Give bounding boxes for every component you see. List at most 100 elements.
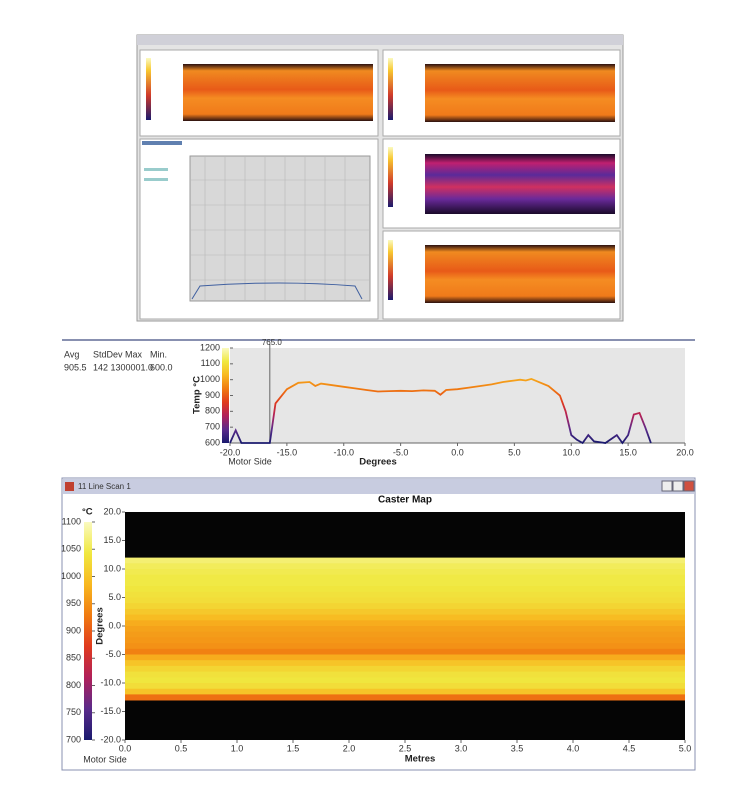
colorbar-tick-label: 1050 (61, 544, 81, 554)
heatmap-row (125, 620, 685, 627)
title-bar (63, 479, 694, 494)
y-tick-label: 20.0 (103, 506, 121, 516)
stat-header: Avg (64, 349, 79, 359)
thumb-line (191, 282, 363, 300)
heatmap-row (125, 591, 685, 598)
x-tick-label: 5.0 (508, 447, 521, 457)
x-tick-label: 10.0 (562, 447, 580, 457)
x-tick-label: 3.0 (455, 743, 468, 753)
heatmap-row (125, 688, 685, 695)
x-tick-label: 20.0 (676, 447, 694, 457)
x-tick-label: 1.0 (231, 743, 244, 753)
heatmap-row (125, 694, 685, 701)
heatmap-row (125, 626, 685, 633)
cursor-label: 765.0 (262, 338, 283, 347)
y-tick-label: 800 (205, 406, 220, 416)
heatmap-row (125, 671, 685, 678)
stat-value: 905.5 (64, 362, 87, 372)
colorbar-label: °C (82, 507, 93, 518)
y-tick-label: 1200 (200, 342, 220, 352)
x-tick-label: 2.0 (343, 743, 356, 753)
thumb-colorbar (388, 240, 393, 300)
side-label: Motor Side (83, 754, 127, 764)
x-tick-label: -10.0 (333, 447, 354, 457)
x-tick-label: 0.5 (175, 743, 188, 753)
thumbnail (136, 34, 624, 322)
side-label: Motor Side (228, 456, 272, 466)
thumb-legend (144, 168, 168, 171)
heatmap-row (125, 648, 685, 655)
thumb-tab (142, 141, 182, 145)
colorbar-tick-label: 800 (66, 680, 81, 690)
thumb-grid (190, 156, 370, 301)
colorbar-tick-label: 1100 (62, 516, 81, 526)
thumb-heatmap (183, 64, 373, 121)
thumb-toolbar (137, 35, 623, 45)
heatmap-row (125, 665, 685, 672)
thumb-heatmap (425, 154, 615, 214)
x-tick-label: 2.5 (399, 743, 412, 753)
close-button[interactable] (683, 480, 695, 492)
colorbar-tick-label: 750 (66, 707, 81, 717)
x-tick-label: -15.0 (277, 447, 298, 457)
y-tick-label: 10.0 (103, 563, 121, 573)
x-tick-label: -5.0 (393, 447, 409, 457)
y-tick-label: 600 (205, 437, 220, 447)
x-tick-label: 4.0 (567, 743, 580, 753)
x-tick-label: 0.0 (451, 447, 464, 457)
heatmap-row (125, 637, 685, 644)
maximize-button[interactable] (672, 480, 684, 492)
y-axis-label: Degrees (95, 607, 106, 645)
heatmap-row (125, 580, 685, 587)
heatmap-row (125, 557, 685, 564)
thumb-colorbar (388, 147, 393, 207)
y-axis-label: Temp °C (192, 376, 203, 414)
heatmap-row (125, 643, 685, 650)
x-axis-label: Degrees (359, 457, 397, 468)
y-tick-label: -15.0 (100, 706, 121, 716)
heatmap-row (125, 660, 685, 667)
y-tick-label: -10.0 (100, 677, 121, 687)
temperature-line (229, 377, 652, 445)
y-tick-label: 1100 (201, 358, 220, 368)
heatmap-row (125, 677, 685, 684)
heatmap-row (125, 569, 685, 576)
heatmap-row (125, 563, 685, 570)
heatmap-row (125, 597, 685, 604)
colorbar-tick-label: 950 (66, 598, 81, 608)
x-tick-label: 5.0 (679, 743, 692, 753)
window-icon (65, 482, 74, 491)
heatmap-row (125, 586, 685, 593)
heatmap-row (125, 683, 685, 690)
colorbar-tick-label: 850 (66, 653, 81, 663)
x-tick-label: 3.5 (511, 743, 524, 753)
thumb-legend (144, 178, 168, 181)
x-tick-label: -20.0 (220, 447, 241, 457)
thumb-colorbar (388, 58, 393, 120)
y-tick-label: 0.0 (108, 620, 121, 630)
heatmap-row (125, 603, 685, 610)
heatmap-row (125, 574, 685, 581)
heatmap-row (125, 608, 685, 615)
plot-area (230, 348, 685, 443)
chart-title: Caster Map (378, 495, 432, 506)
colorbar (222, 348, 229, 443)
heatmap-row (125, 654, 685, 661)
y-tick-label: 700 (205, 422, 220, 432)
y-tick-label: -5.0 (105, 649, 121, 659)
x-axis-label: Metres (405, 754, 436, 765)
y-tick-label: 5.0 (108, 592, 121, 602)
thumb-heatmap (425, 64, 615, 122)
window-title: 11 Line Scan 1 (78, 482, 131, 491)
minimize-button[interactable] (661, 480, 673, 492)
stat-header: Min. (150, 349, 167, 359)
stat-header: StdDev Max (93, 349, 143, 359)
x-tick-label: 0.0 (119, 743, 132, 753)
colorbar-tick-label: 700 (66, 734, 81, 744)
x-tick-label: 15.0 (619, 447, 637, 457)
heatmap-row (125, 614, 685, 621)
y-tick-label: 15.0 (103, 535, 121, 545)
y-tick-label: 1000 (200, 374, 220, 384)
thumb-colorbar (146, 58, 151, 120)
